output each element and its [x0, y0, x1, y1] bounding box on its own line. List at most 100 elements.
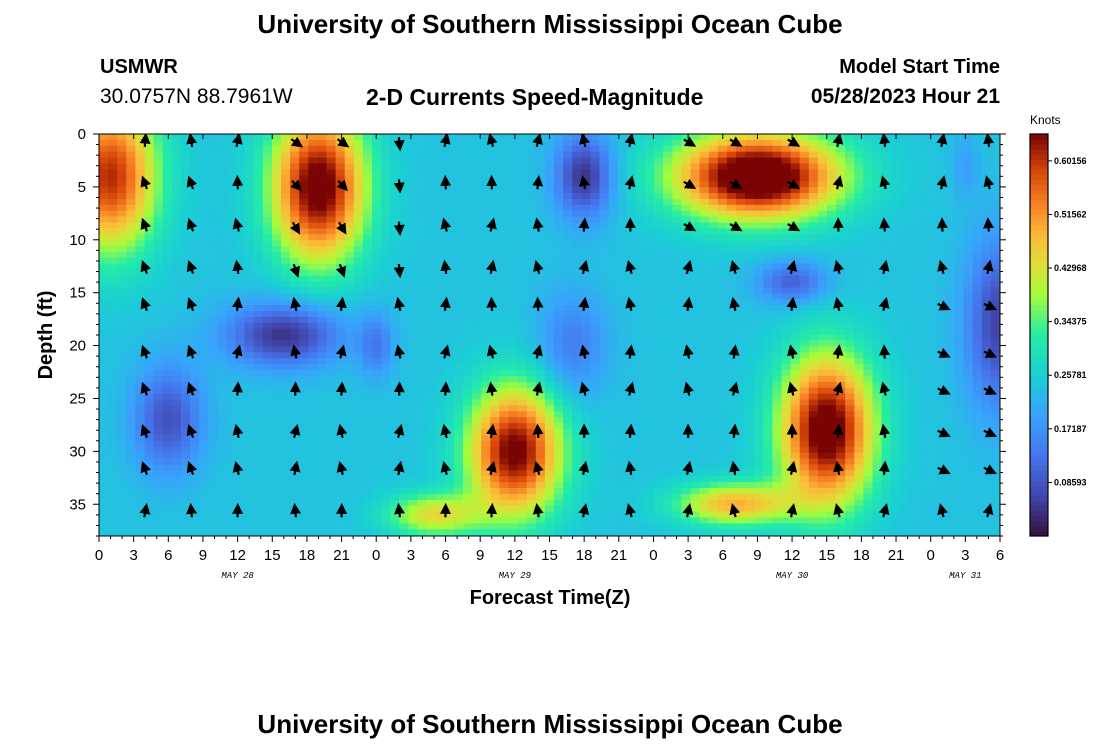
- heatmap-cell: [308, 529, 318, 536]
- heatmap-cell: [117, 488, 127, 495]
- heatmap-cell: [444, 240, 455, 247]
- heatmap-cell: [326, 299, 337, 306]
- heatmap-cell: [399, 210, 409, 218]
- heatmap-cell: [144, 381, 155, 389]
- heatmap-cell: [535, 187, 546, 194]
- heatmap-cell: [126, 134, 136, 141]
- heatmap-cell: [608, 499, 619, 507]
- heatmap-cell: [253, 216, 264, 224]
- heatmap-cell: [435, 446, 446, 454]
- heatmap-cell: [745, 440, 755, 448]
- heatmap-cell: [736, 470, 746, 477]
- heatmap-cell: [326, 334, 337, 342]
- heatmap-cell: [554, 434, 564, 442]
- heatmap-cell: [535, 305, 546, 312]
- heatmap-cell: [645, 252, 655, 259]
- heatmap-cell: [99, 181, 109, 188]
- heatmap-cell: [353, 187, 364, 194]
- heatmap-cell: [153, 163, 164, 170]
- heatmap-cell: [199, 257, 209, 265]
- heatmap-cell: [463, 281, 473, 288]
- heatmap-cell: [544, 434, 555, 442]
- heatmap-cell: [117, 434, 127, 442]
- heatmap-cell: [253, 352, 264, 359]
- heatmap-cell: [162, 257, 173, 265]
- heatmap-cell: [690, 311, 701, 318]
- heatmap-cell: [244, 322, 255, 330]
- heatmap-cell: [281, 523, 291, 530]
- heatmap-cell: [554, 204, 564, 212]
- heatmap-cell: [654, 328, 664, 336]
- heatmap-cell: [663, 476, 673, 483]
- heatmap-cell: [453, 470, 464, 477]
- heatmap-cell: [226, 169, 237, 176]
- heatmap-cell: [654, 452, 664, 460]
- heatmap-cell: [190, 364, 200, 371]
- heatmap-cell: [235, 322, 246, 330]
- heatmap-cell: [617, 311, 628, 318]
- heatmap-cell: [271, 145, 282, 153]
- heatmap-cell: [645, 393, 655, 401]
- heatmap-cell: [654, 240, 664, 247]
- heatmap-cell: [663, 482, 673, 489]
- heatmap-cell: [481, 275, 491, 283]
- heatmap-cell: [617, 163, 628, 170]
- heatmap-cell: [563, 488, 573, 495]
- heatmap-cell: [663, 399, 673, 406]
- heatmap-cell: [581, 358, 591, 365]
- heatmap-cell: [199, 529, 209, 536]
- heatmap-cell: [399, 181, 409, 188]
- heatmap-cell: [372, 387, 382, 395]
- heatmap-cell: [681, 517, 692, 524]
- heatmap-cell: [563, 476, 573, 483]
- heatmap-cell: [517, 511, 528, 519]
- heatmap-cell: [235, 193, 246, 200]
- heatmap-cell: [726, 193, 737, 200]
- heatmap-cell: [426, 370, 437, 377]
- heatmap-cell: [663, 458, 673, 465]
- heatmap-cell: [271, 139, 282, 147]
- heatmap-cell: [217, 293, 227, 300]
- heatmap-cell: [299, 488, 309, 495]
- heatmap-cell: [417, 240, 428, 247]
- heatmap-cell: [362, 204, 373, 212]
- heatmap-cell: [117, 311, 127, 318]
- heatmap-cell: [672, 299, 682, 306]
- heatmap-cell: [372, 240, 382, 247]
- heatmap-cell: [108, 505, 118, 513]
- heatmap-cell: [617, 204, 628, 212]
- heatmap-cell: [563, 458, 573, 465]
- heatmap-cell: [244, 169, 255, 176]
- heatmap-cell: [435, 145, 446, 153]
- heatmap-cell: [681, 417, 692, 424]
- heatmap-cell: [663, 429, 673, 436]
- heatmap-cell: [544, 305, 555, 312]
- heatmap-cell: [526, 440, 537, 448]
- heatmap-cell: [554, 393, 564, 401]
- heatmap-cell: [690, 399, 701, 406]
- heatmap-cell: [335, 322, 346, 330]
- heatmap-cell: [408, 429, 419, 436]
- heatmap-cell: [281, 181, 291, 188]
- heatmap-cell: [490, 257, 500, 265]
- heatmap-cell: [654, 346, 664, 353]
- heatmap-cell: [708, 252, 719, 259]
- heatmap-cell: [362, 358, 373, 365]
- heatmap-cell: [472, 399, 482, 406]
- heatmap-cell: [726, 375, 737, 383]
- heatmap-cell: [126, 423, 136, 430]
- heatmap-cell: [426, 210, 437, 218]
- heatmap-cell: [390, 311, 400, 318]
- heatmap-cell: [472, 346, 482, 353]
- heatmap-cell: [663, 417, 673, 424]
- heatmap-cell: [135, 257, 146, 265]
- heatmap-cell: [563, 240, 573, 247]
- heatmap-cell: [317, 157, 328, 165]
- heatmap-cell: [490, 287, 500, 294]
- heatmap-cell: [690, 405, 701, 412]
- heatmap-cell: [208, 417, 218, 424]
- heatmap-cell: [190, 311, 200, 318]
- heatmap-cell: [199, 287, 209, 294]
- heatmap-cell: [253, 411, 264, 418]
- heatmap-cell: [645, 299, 655, 306]
